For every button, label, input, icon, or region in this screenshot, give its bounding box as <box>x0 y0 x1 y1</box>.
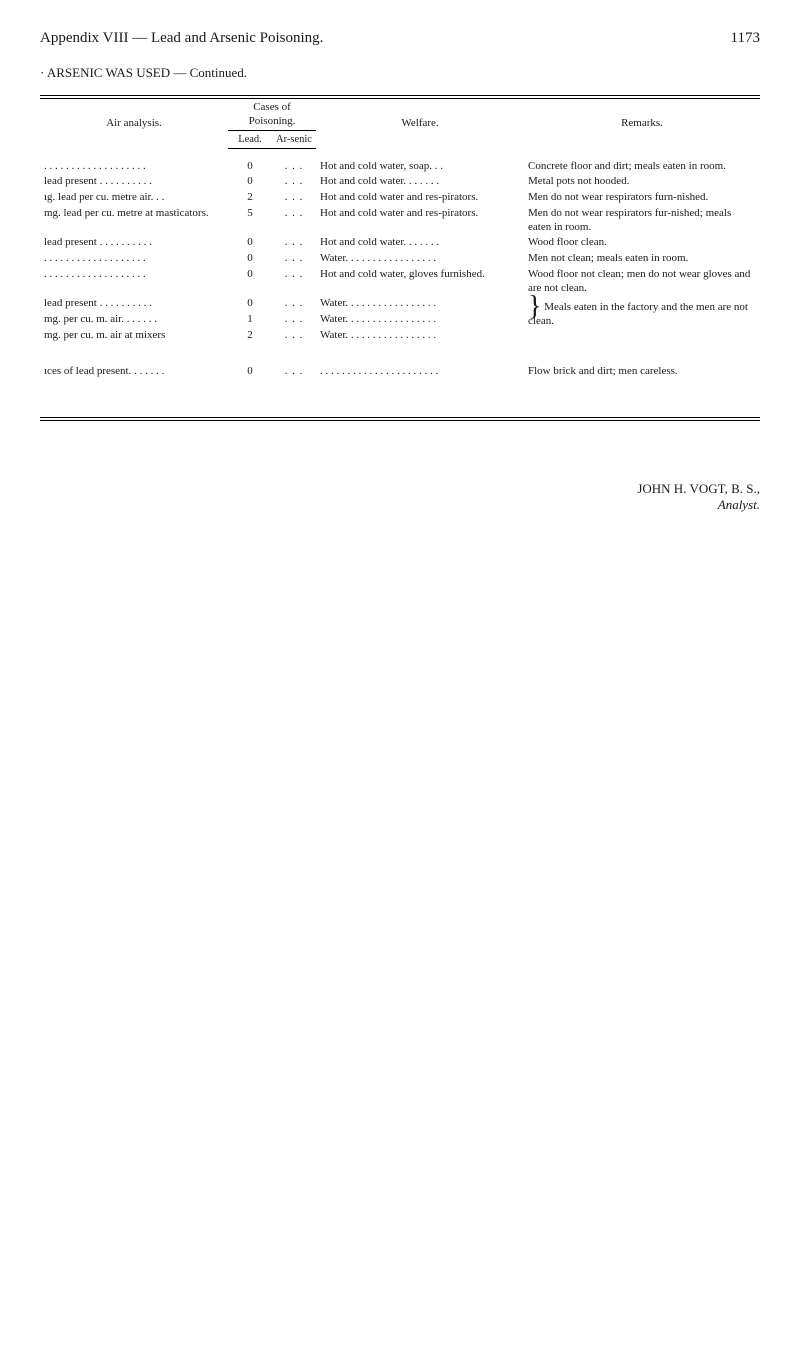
cell-arsenic: . . . <box>272 251 316 267</box>
col-head-cases: Cases of Poisoning. <box>228 99 316 130</box>
cell-welfare: Water. . . . . . . . . . . . . . . . . <box>316 312 524 328</box>
signature-name: JOHN H. VOGT, B. S., <box>40 481 760 497</box>
cell-welfare: Water. . . . . . . . . . . . . . . . . <box>316 328 524 344</box>
signature-block: JOHN H. VOGT, B. S., Analyst. <box>40 481 760 513</box>
cell-arsenic: . . . <box>272 364 316 380</box>
cell-remarks: Metal pots not hooded. <box>524 174 760 190</box>
cell-lead: 0 <box>228 251 272 267</box>
cell-lead: 0 <box>228 296 272 312</box>
table-row: ıg. lead per cu. metre air. . .2. . .Hot… <box>40 190 760 206</box>
arsenic-table: Air analysis. Cases of Poisoning. Welfar… <box>40 99 760 407</box>
cell-welfare: Water. . . . . . . . . . . . . . . . . <box>316 296 524 312</box>
page-header: Appendix VIII — Lead and Arsenic Poisoni… <box>40 30 760 47</box>
cell-air: mg. per cu. m. air at mixers <box>40 328 228 344</box>
cell-air: ıces of lead present. . . . . . . <box>40 364 228 380</box>
cell-remarks: Wood floor not clean; men do not wear gl… <box>524 267 760 297</box>
appendix-title: Appendix VIII — Lead and Arsenic Poisoni… <box>40 30 323 47</box>
cell-air: lead present . . . . . . . . . . <box>40 174 228 190</box>
cell-arsenic: . . . <box>272 328 316 344</box>
cell-lead: 0 <box>228 364 272 380</box>
cell-lead: 0 <box>228 235 272 251</box>
cell-welfare: Hot and cold water and res-pirators. <box>316 206 524 236</box>
cell-air: mg. per cu. m. air. . . . . . . <box>40 312 228 328</box>
cell-welfare: Hot and cold water. . . . . . . <box>316 235 524 251</box>
page-number: 1173 <box>731 30 760 47</box>
cell-remarks: Flow brick and dirt; men careless. <box>524 364 760 380</box>
cell-remarks: } Meals eaten in the factory and the men… <box>524 296 760 343</box>
continuation-subtitle: · ARSENIC WAS USED — Continued. <box>40 65 760 81</box>
cell-arsenic: . . . <box>272 206 316 236</box>
table-row: . . . . . . . . . . . . . . . . . . .0. … <box>40 251 760 267</box>
cell-lead: 2 <box>228 328 272 344</box>
col-head-lead: Lead. <box>228 130 272 148</box>
cell-air: lead present . . . . . . . . . . <box>40 235 228 251</box>
cell-lead: 0 <box>228 174 272 190</box>
table-row: lead present . . . . . . . . . .0. . .Wa… <box>40 296 760 312</box>
cell-lead: 0 <box>228 159 272 175</box>
cell-arsenic: . . . <box>272 267 316 297</box>
cell-remarks: Wood floor clean. <box>524 235 760 251</box>
cell-air: ıg. lead per cu. metre air. . . <box>40 190 228 206</box>
table-row: lead present . . . . . . . . . .0. . .Ho… <box>40 235 760 251</box>
cell-remarks: Men do not wear respirators fur-nished; … <box>524 206 760 236</box>
cell-lead: 2 <box>228 190 272 206</box>
cell-lead: 0 <box>228 267 272 297</box>
cell-arsenic: . . . <box>272 312 316 328</box>
col-head-welfare: Welfare. <box>316 99 524 148</box>
cell-welfare: Hot and cold water, soap. . . <box>316 159 524 175</box>
signature-role: Analyst. <box>40 497 760 513</box>
cell-lead: 1 <box>228 312 272 328</box>
cell-remarks: Men not clean; meals eaten in room. <box>524 251 760 267</box>
cell-welfare: Hot and cold water, gloves furnished. <box>316 267 524 297</box>
col-head-remarks: Remarks. <box>524 99 760 148</box>
cell-arsenic: . . . <box>272 235 316 251</box>
cell-air: . . . . . . . . . . . . . . . . . . . <box>40 251 228 267</box>
table-row: . . . . . . . . . . . . . . . . . . .0. … <box>40 159 760 175</box>
cell-air: . . . . . . . . . . . . . . . . . . . <box>40 267 228 297</box>
table-row: . . . . . . . . . . . . . . . . . . .0. … <box>40 267 760 297</box>
col-head-arsenic: Ar-senic <box>272 130 316 148</box>
cell-remarks: Men do not wear respirators furn-nished. <box>524 190 760 206</box>
cell-welfare: . . . . . . . . . . . . . . . . . . . . … <box>316 364 524 380</box>
cell-air: . . . . . . . . . . . . . . . . . . . <box>40 159 228 175</box>
cell-welfare: Hot and cold water and res-pirators. <box>316 190 524 206</box>
table-row: ıces of lead present. . . . . . .0. . ..… <box>40 364 760 380</box>
table-row: lead present . . . . . . . . . .0. . .Ho… <box>40 174 760 190</box>
cell-arsenic: . . . <box>272 296 316 312</box>
cell-welfare: Water. . . . . . . . . . . . . . . . . <box>316 251 524 267</box>
cell-arsenic: . . . <box>272 190 316 206</box>
cell-welfare: Hot and cold water. . . . . . . <box>316 174 524 190</box>
col-head-air: Air analysis. <box>40 99 228 148</box>
cell-air: lead present . . . . . . . . . . <box>40 296 228 312</box>
cell-remarks: Concrete floor and dirt; meals eaten in … <box>524 159 760 175</box>
cell-lead: 5 <box>228 206 272 236</box>
table-row: mg. lead per cu. metre at masticators.5.… <box>40 206 760 236</box>
cell-arsenic: . . . <box>272 174 316 190</box>
cell-air: mg. lead per cu. metre at masticators. <box>40 206 228 236</box>
bottom-rule-2 <box>40 420 760 421</box>
cell-arsenic: . . . <box>272 159 316 175</box>
